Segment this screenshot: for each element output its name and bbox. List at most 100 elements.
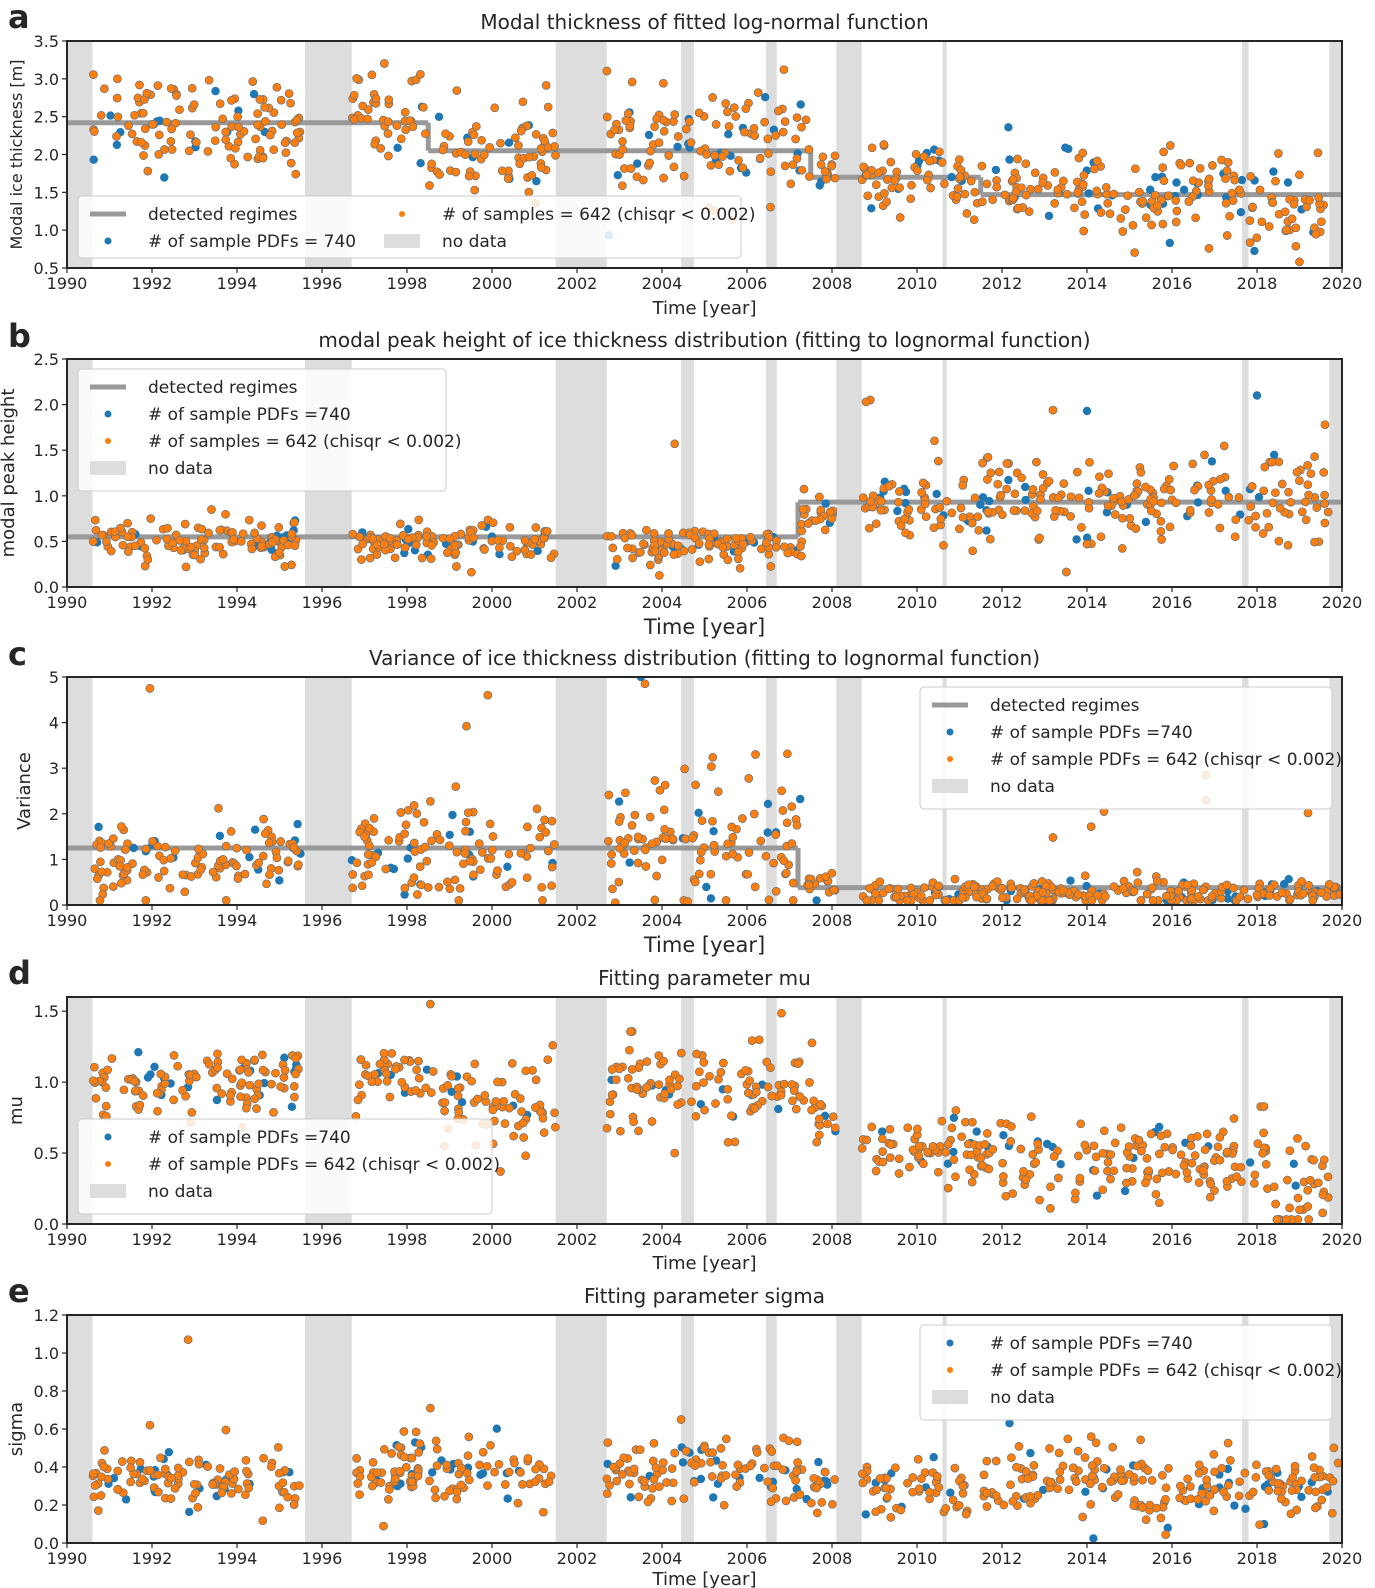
point-fitted-sample [792, 820, 802, 830]
point-fitted-sample [862, 170, 872, 180]
point-fitted-sample [708, 816, 717, 826]
point-fitted-sample [988, 195, 997, 205]
point-fitted-sample [548, 1040, 558, 1050]
point-fitted-sample [104, 839, 114, 848]
no-data-band [766, 677, 777, 905]
point-fitted-sample [982, 179, 992, 189]
point-fitted-sample [376, 144, 386, 153]
point-fitted-sample [97, 530, 107, 540]
point-fitted-sample [728, 849, 737, 859]
point-fitted-sample [1168, 1145, 1177, 1155]
point-fitted-sample [659, 78, 668, 88]
point-fitted-sample [733, 554, 743, 564]
point-fitted-sample [427, 159, 436, 169]
point-fitted-sample [191, 1072, 201, 1082]
point-fitted-sample [88, 537, 98, 546]
point-fitted-sample [516, 848, 526, 858]
point-fitted-sample [1048, 405, 1058, 415]
point-fitted-sample [1149, 496, 1158, 506]
point-fitted-sample [391, 1064, 400, 1074]
legend-sample-pdf-swatch [104, 410, 112, 418]
point-fitted-sample [530, 534, 540, 544]
point-fitted-sample [90, 127, 99, 136]
point-fitted-sample [470, 185, 480, 195]
point-fitted-sample [470, 1059, 480, 1069]
point-fitted-sample [996, 490, 1006, 500]
point-fitted-sample [1099, 1126, 1109, 1136]
point-fitted-sample [1162, 891, 1171, 901]
point-fitted-sample [1295, 476, 1304, 486]
no-data-band [766, 997, 777, 1224]
point-fitted-sample [1260, 462, 1270, 472]
point-fitted-sample [1283, 1175, 1292, 1185]
point-fitted-sample [103, 1065, 112, 1075]
point-fitted-sample [499, 1096, 509, 1106]
point-fitted-sample [291, 169, 301, 179]
y-tick-label: 1.0 [34, 487, 59, 506]
point-fitted-sample [113, 112, 123, 122]
point-fitted-sample [697, 816, 707, 826]
point-fitted-sample [704, 554, 714, 564]
no-data-band [555, 997, 607, 1224]
point-fitted-sample [115, 861, 125, 871]
point-fitted-sample [515, 159, 525, 169]
point-fitted-sample [417, 553, 427, 563]
point-fitted-sample [960, 189, 970, 199]
point-fitted-sample [781, 868, 791, 878]
point-fitted-sample [955, 172, 965, 182]
x-tick-label: 2020 [1322, 274, 1363, 293]
point-fitted-sample [1314, 1178, 1323, 1188]
point-fitted-sample [383, 117, 393, 127]
point-fitted-sample [524, 187, 534, 197]
point-fitted-sample [1206, 1179, 1216, 1189]
point-fitted-sample [1190, 1151, 1200, 1160]
point-fitted-sample [723, 1084, 733, 1094]
point-sample-pdf [416, 159, 425, 168]
point-fitted-sample [384, 835, 393, 845]
point-fitted-sample [1155, 1149, 1164, 1159]
point-fitted-sample [1293, 1134, 1302, 1143]
point-fitted-sample [669, 117, 678, 126]
point-fitted-sample [875, 877, 885, 887]
point-fitted-sample [131, 1086, 140, 1096]
point-fitted-sample [885, 1153, 895, 1162]
point-fitted-sample [1101, 183, 1111, 192]
point-fitted-sample [1301, 1141, 1310, 1151]
point-fitted-sample [1072, 467, 1082, 477]
point-fitted-sample [112, 93, 122, 103]
point-fitted-sample [160, 145, 169, 154]
point-fitted-sample [628, 553, 637, 563]
point-fitted-sample [1129, 491, 1139, 500]
point-fitted-sample [941, 896, 951, 905]
point-fitted-sample [633, 832, 643, 842]
point-fitted-sample [143, 166, 153, 176]
point-fitted-sample [1299, 889, 1308, 898]
point-fitted-sample [1130, 248, 1140, 257]
point-fitted-sample [400, 829, 409, 839]
point-fitted-sample [1109, 1166, 1119, 1176]
point-fitted-sample [123, 532, 133, 542]
legend-box [77, 368, 447, 492]
point-fitted-sample [777, 1008, 786, 1018]
point-fitted-sample [537, 882, 547, 892]
point-fitted-sample [804, 145, 814, 154]
point-fitted-sample [1079, 171, 1089, 180]
point-fitted-sample [771, 131, 781, 140]
point-fitted-sample [1304, 881, 1313, 890]
point-fitted-sample [1053, 185, 1063, 195]
point-fitted-sample [692, 1049, 701, 1059]
point-fitted-sample [884, 884, 894, 894]
point-fitted-sample [906, 194, 916, 204]
y-axis-label: Modal ice thickness [m] [7, 60, 26, 250]
point-fitted-sample [608, 543, 618, 553]
point-fitted-sample [1160, 1142, 1170, 1152]
point-sample-pdf [991, 165, 1001, 175]
point-fitted-sample [232, 843, 242, 853]
no-data-band [555, 359, 607, 587]
point-sample-pdf [763, 799, 773, 809]
point-sample-pdf [999, 1131, 1008, 1140]
point-fitted-sample [1146, 506, 1156, 516]
point-fitted-sample [1259, 1128, 1268, 1138]
point-fitted-sample [880, 189, 889, 198]
point-fitted-sample [538, 1113, 548, 1123]
